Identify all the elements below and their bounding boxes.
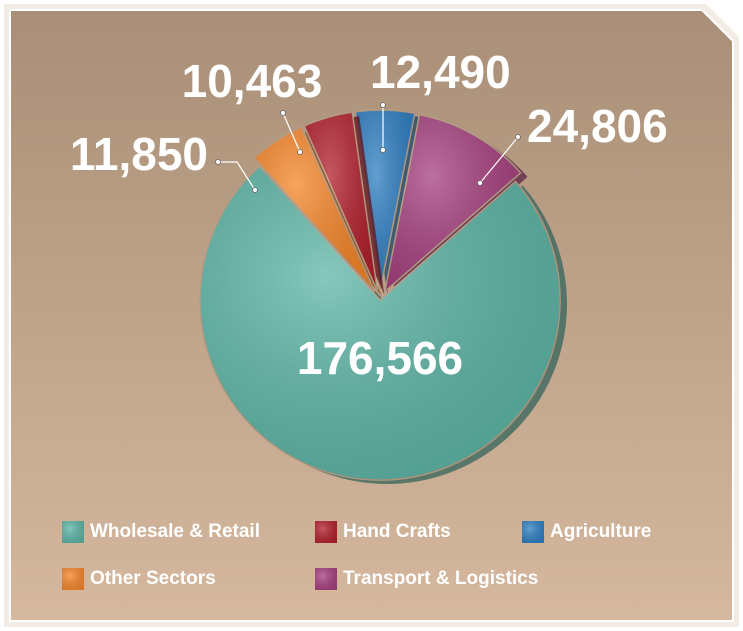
leader-dot bbox=[380, 147, 386, 153]
value-label: 176,566 bbox=[297, 332, 463, 384]
leader-dot bbox=[515, 134, 521, 140]
slice-shine bbox=[200, 166, 561, 480]
pie bbox=[199, 109, 568, 484]
legend-swatch-shine bbox=[62, 568, 84, 590]
slice-shine bbox=[254, 127, 375, 292]
slice-shine bbox=[355, 110, 415, 291]
legend-label: Other Sectors bbox=[90, 568, 216, 589]
legend: Wholesale & Retail Hand Crafts Agriculture… bbox=[62, 521, 651, 590]
leader-dot bbox=[215, 159, 221, 165]
value-labels: 176,566 10,463 12,490 11,850 24,806 bbox=[70, 46, 668, 384]
leader-dot bbox=[477, 180, 483, 186]
leader-line bbox=[282, 112, 301, 153]
leader-line bbox=[479, 136, 519, 184]
legend-label: Wholesale & Retail bbox=[90, 521, 260, 542]
legend-label: Agriculture bbox=[550, 521, 651, 542]
leader-line bbox=[218, 161, 256, 191]
slice-shine bbox=[304, 112, 378, 291]
value-label: 24,806 bbox=[527, 100, 668, 152]
slice-shine bbox=[384, 114, 521, 292]
leader-dot bbox=[280, 110, 286, 116]
leader-dot bbox=[252, 187, 258, 193]
legend-label: Hand Crafts bbox=[343, 521, 451, 542]
value-label: 10,463 bbox=[182, 55, 323, 107]
legend-label: Transport & Logistics bbox=[343, 568, 538, 589]
value-label: 12,490 bbox=[370, 46, 511, 98]
value-label: 11,850 bbox=[70, 128, 208, 180]
leader-dot bbox=[380, 102, 386, 108]
legend-swatch-shine bbox=[315, 568, 337, 590]
legend-swatch-shine bbox=[62, 521, 84, 543]
leader-dot bbox=[297, 149, 303, 155]
legend-swatch-shine bbox=[315, 521, 337, 543]
legend-swatch-shine bbox=[522, 521, 544, 543]
